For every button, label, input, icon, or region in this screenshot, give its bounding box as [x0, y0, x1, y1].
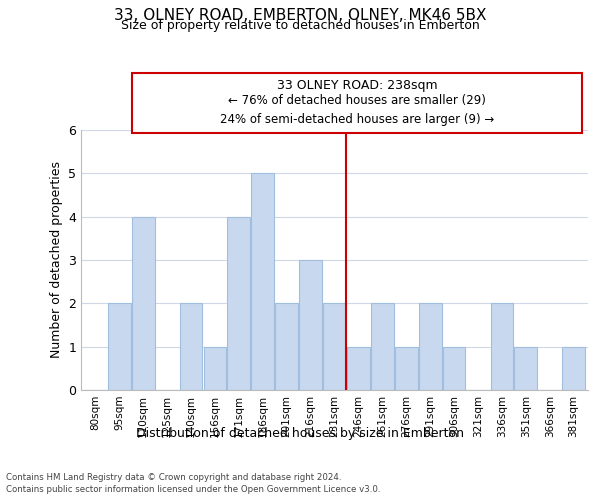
Bar	[562, 346, 585, 390]
Bar	[419, 304, 442, 390]
Bar	[203, 346, 226, 390]
Bar	[443, 346, 466, 390]
Text: 33 OLNEY ROAD: 238sqm: 33 OLNEY ROAD: 238sqm	[277, 78, 437, 92]
Bar	[371, 304, 394, 390]
Bar	[227, 216, 250, 390]
Text: Distribution of detached houses by size in Emberton: Distribution of detached houses by size …	[136, 428, 464, 440]
Text: 24% of semi-detached houses are larger (9) →: 24% of semi-detached houses are larger (…	[220, 114, 494, 126]
Bar	[179, 304, 202, 390]
Text: Contains public sector information licensed under the Open Government Licence v3: Contains public sector information licen…	[6, 485, 380, 494]
Bar	[514, 346, 537, 390]
Bar	[395, 346, 418, 390]
Text: ← 76% of detached houses are smaller (29): ← 76% of detached houses are smaller (29…	[228, 94, 486, 106]
Bar	[251, 174, 274, 390]
Bar	[299, 260, 322, 390]
Bar	[275, 304, 298, 390]
Bar	[347, 346, 370, 390]
Bar	[132, 216, 155, 390]
Y-axis label: Number of detached properties: Number of detached properties	[50, 162, 62, 358]
Text: Contains HM Land Registry data © Crown copyright and database right 2024.: Contains HM Land Registry data © Crown c…	[6, 472, 341, 482]
Bar	[108, 304, 131, 390]
Bar	[491, 304, 513, 390]
Bar	[323, 304, 346, 390]
Text: Size of property relative to detached houses in Emberton: Size of property relative to detached ho…	[121, 19, 479, 32]
Text: 33, OLNEY ROAD, EMBERTON, OLNEY, MK46 5BX: 33, OLNEY ROAD, EMBERTON, OLNEY, MK46 5B…	[114, 8, 486, 22]
